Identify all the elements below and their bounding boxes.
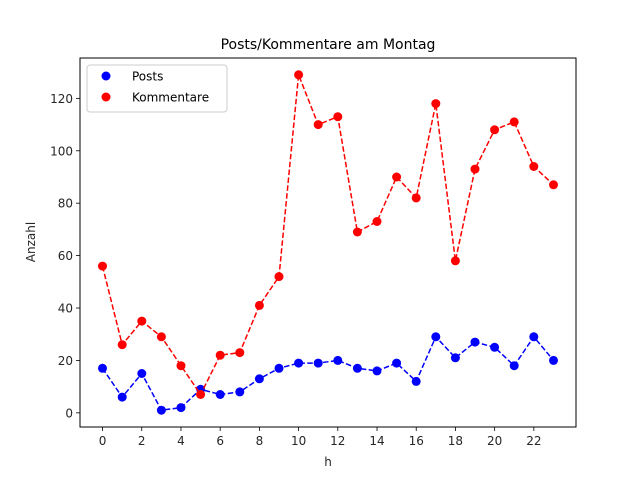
- series-kommentare: [98, 70, 558, 399]
- data-point: [549, 355, 558, 365]
- data-point: [176, 361, 186, 371]
- data-point: [294, 358, 304, 368]
- data-point: [274, 363, 284, 373]
- data-point: [333, 112, 343, 122]
- y-tick-label: 0: [65, 406, 73, 420]
- x-tick-label: 8: [256, 434, 264, 448]
- x-tick-label: 2: [138, 434, 146, 448]
- data-point: [235, 387, 245, 397]
- data-point: [470, 164, 480, 174]
- data-point: [431, 332, 441, 342]
- legend-kommentare-marker-icon: [101, 92, 111, 102]
- data-point: [98, 261, 107, 271]
- y-tick-label: 60: [58, 249, 73, 263]
- legend-kommentare-label: Kommentare: [132, 91, 209, 105]
- data-point: [450, 256, 460, 266]
- data-point: [411, 193, 421, 203]
- y-tick-label: 120: [50, 92, 73, 106]
- data-point: [352, 363, 362, 373]
- data-point: [431, 99, 441, 109]
- x-tick-label: 22: [526, 434, 541, 448]
- data-point: [549, 180, 558, 190]
- data-point: [372, 366, 382, 376]
- data-point: [156, 405, 166, 415]
- legend: Posts Kommentare: [86, 64, 228, 113]
- data-point: [254, 374, 264, 384]
- data-point: [117, 392, 127, 402]
- axes-frame: [79, 57, 577, 428]
- x-tick-label: 4: [177, 434, 185, 448]
- series-posts: [98, 332, 558, 415]
- data-point: [509, 361, 519, 371]
- y-tick-label: 40: [58, 302, 73, 316]
- data-point: [274, 272, 284, 282]
- data-point: [529, 162, 539, 171]
- x-tick-label: 12: [330, 434, 345, 448]
- data-point: [215, 390, 225, 399]
- y-axis: 0 20 40 60 80 100 120: [50, 92, 80, 420]
- data-point: [156, 332, 166, 342]
- data-point: [137, 316, 147, 326]
- data-point: [352, 227, 362, 237]
- x-axis-label: h: [324, 455, 332, 469]
- data-point: [490, 342, 500, 352]
- data-point: [470, 337, 480, 347]
- data-point: [215, 350, 225, 360]
- legend-box: [86, 64, 228, 113]
- series-line: [101, 335, 555, 412]
- x-tick-label: 14: [369, 434, 384, 448]
- x-tick-label: 16: [409, 434, 424, 448]
- data-point: [313, 358, 323, 368]
- y-tick-label: 80: [58, 197, 73, 211]
- chart-title: Posts/Kommentare am Montag: [221, 37, 436, 53]
- data-point: [98, 363, 107, 373]
- data-point: [333, 355, 343, 365]
- data-point: [196, 390, 206, 399]
- x-tick-label: 10: [291, 434, 306, 448]
- x-tick-label: 0: [99, 434, 107, 448]
- data-point: [176, 403, 186, 413]
- data-point: [117, 340, 127, 350]
- data-point: [313, 120, 323, 130]
- x-tick-label: 6: [216, 434, 224, 448]
- data-point: [392, 358, 402, 368]
- x-tick-label: 20: [487, 434, 502, 448]
- series-line: [101, 74, 555, 396]
- data-point: [411, 376, 421, 386]
- plot-area: [98, 70, 558, 415]
- data-point: [450, 353, 460, 363]
- data-point: [509, 117, 519, 127]
- y-axis-label: Anzahl: [24, 222, 38, 262]
- data-point: [372, 217, 382, 226]
- y-tick-label: 100: [50, 144, 73, 158]
- legend-posts-marker-icon: [101, 71, 111, 81]
- legend-posts-label: Posts: [132, 70, 163, 84]
- data-point: [294, 70, 304, 80]
- data-point: [490, 125, 500, 135]
- x-tick-label: 18: [448, 434, 463, 448]
- x-axis: 0 2 4 6 8 10 12 14 16 18 20 22: [99, 427, 541, 448]
- y-tick-label: 20: [58, 354, 73, 368]
- data-point: [254, 300, 264, 310]
- data-point: [235, 348, 245, 358]
- data-point: [137, 369, 147, 378]
- data-point: [529, 332, 539, 342]
- data-point: [392, 172, 402, 182]
